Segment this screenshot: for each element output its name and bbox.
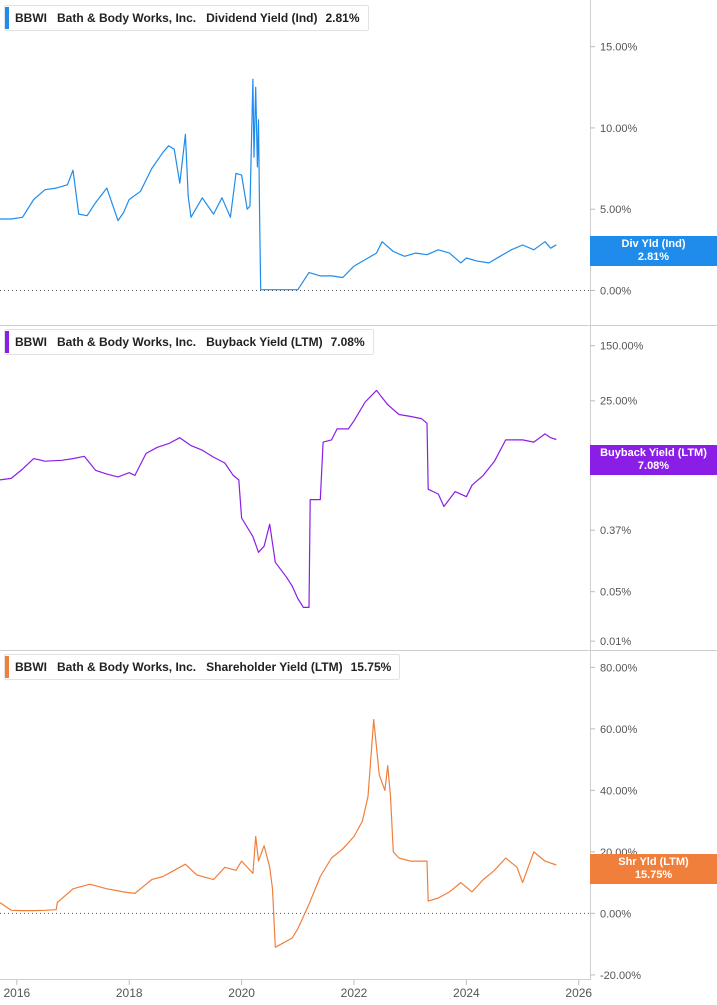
tag-label: Buyback Yield (LTM) bbox=[600, 447, 707, 459]
legend-ticker: BBWI bbox=[15, 11, 47, 25]
tag-value: 2.81% bbox=[637, 251, 670, 263]
y-tick-label: 5.00% bbox=[600, 204, 631, 216]
x-tick-label: 2016 bbox=[4, 986, 31, 1000]
y-tick-label: 25.00% bbox=[600, 396, 638, 408]
tag-label: Div Yld (Ind) bbox=[621, 238, 686, 250]
y-tick-label: 0.37% bbox=[600, 525, 631, 537]
y-tick-label: 0.05% bbox=[600, 587, 631, 599]
y-tick-label: 0.01% bbox=[600, 636, 631, 648]
y-tick-label: 15.00% bbox=[600, 42, 638, 54]
value-tag-buyback-yield: Buyback Yield (LTM) 7.08% bbox=[590, 445, 717, 475]
legend-metric: Shareholder Yield (LTM) bbox=[206, 660, 343, 674]
legend-value: 2.81% bbox=[325, 11, 360, 25]
legend-buyback-yield: BBWI Bath & Body Works, Inc. Buyback Yie… bbox=[4, 329, 374, 355]
y-tick-label: -20.00% bbox=[600, 970, 641, 982]
tag-label: Shr Yld (LTM) bbox=[618, 856, 689, 868]
series-color-swatch bbox=[5, 7, 9, 29]
tag-value: 7.08% bbox=[637, 460, 670, 472]
x-tick-label: 2018 bbox=[116, 986, 143, 1000]
y-tick-label: 0.00% bbox=[600, 908, 631, 920]
legend-metric: Dividend Yield (Ind) bbox=[206, 11, 318, 25]
series-color-swatch bbox=[5, 656, 9, 678]
series-line-buyback-yield bbox=[0, 389, 557, 609]
legend-ticker: BBWI bbox=[15, 660, 47, 674]
series-color-swatch bbox=[5, 331, 9, 353]
x-tick-label: 2024 bbox=[453, 986, 480, 1000]
value-tag-shareholder-yield: Shr Yld (LTM) 15.75% bbox=[590, 854, 717, 884]
y-tick-label: 0.00% bbox=[600, 285, 631, 297]
y-tick-label: 10.00% bbox=[600, 123, 638, 135]
legend-ticker: BBWI bbox=[15, 335, 47, 349]
legend-company: Bath & Body Works, Inc. bbox=[57, 11, 197, 25]
legend-metric: Buyback Yield (LTM) bbox=[206, 335, 323, 349]
y-tick-label: 40.00% bbox=[600, 785, 638, 797]
x-tick-label: 2026 bbox=[565, 986, 592, 1000]
series-line-dividend-yield bbox=[0, 78, 557, 291]
y-tick-label: 80.00% bbox=[600, 662, 638, 674]
tag-value: 15.75% bbox=[634, 869, 673, 881]
legend-company: Bath & Body Works, Inc. bbox=[57, 335, 197, 349]
y-tick-label: 60.00% bbox=[600, 724, 638, 736]
x-tick-label: 2022 bbox=[341, 986, 368, 1000]
legend-dividend-yield: BBWI Bath & Body Works, Inc. Dividend Yi… bbox=[4, 5, 369, 31]
legend-value: 15.75% bbox=[350, 660, 392, 674]
legend-value: 7.08% bbox=[330, 335, 365, 349]
x-tick-label: 2020 bbox=[228, 986, 255, 1000]
legend-shareholder-yield: BBWI Bath & Body Works, Inc. Shareholder… bbox=[4, 654, 401, 680]
value-tag-dividend-yield: Div Yld (Ind) 2.81% bbox=[590, 236, 717, 266]
series-line-shareholder-yield bbox=[0, 718, 557, 948]
legend-company: Bath & Body Works, Inc. bbox=[57, 660, 197, 674]
y-tick-label: 150.00% bbox=[600, 341, 644, 353]
